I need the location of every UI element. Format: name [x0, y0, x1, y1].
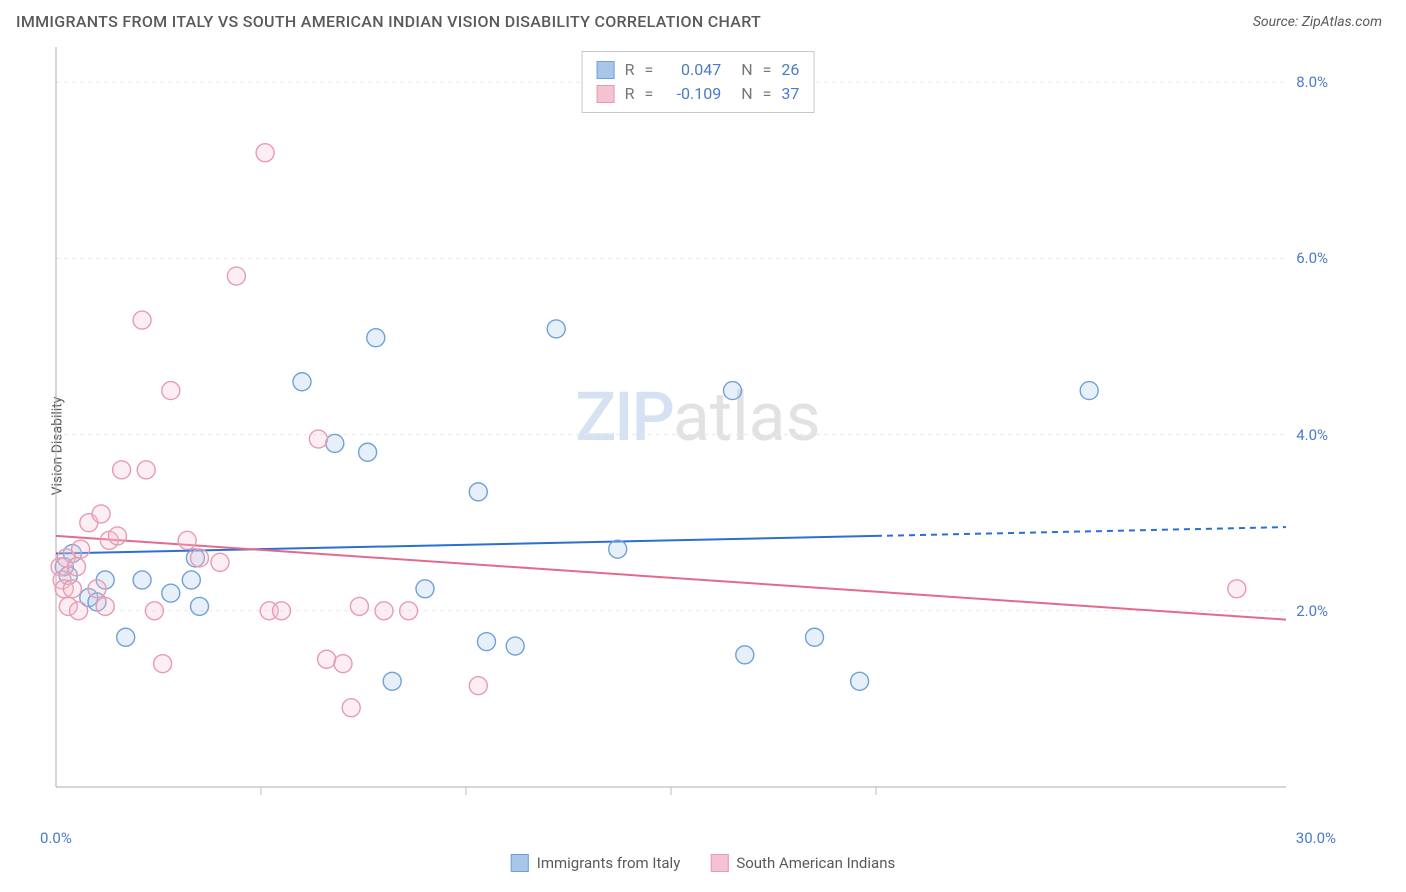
r-value-italy: 0.047	[663, 58, 721, 82]
eq: =	[644, 58, 653, 82]
n-label: N	[741, 58, 752, 82]
n-label: N	[741, 82, 752, 106]
source-label: Source:	[1253, 14, 1298, 30]
stat-legend: R = 0.047 N = 26 R = -0.109 N = 37	[582, 51, 815, 113]
y-tick-label: 6.0%	[1296, 249, 1328, 267]
x-tick-label: 0.0%	[40, 829, 72, 847]
source-name: ZipAtlas.com	[1302, 14, 1382, 30]
y-tick-label: 8.0%	[1296, 73, 1328, 91]
stat-row-sai: R = -0.109 N = 37	[597, 82, 800, 106]
swatch-italy	[597, 61, 615, 79]
scatter-plot	[50, 47, 1346, 817]
swatch-sai	[597, 85, 615, 103]
n-value-italy: 26	[781, 58, 799, 82]
swatch-sai	[710, 854, 728, 872]
x-tick-label: 30.0%	[1296, 829, 1336, 847]
r-label: R	[625, 58, 635, 82]
stat-row-italy: R = 0.047 N = 26	[597, 58, 800, 82]
source: Source: ZipAtlas.com	[1253, 14, 1382, 30]
legend-item-italy: Immigrants from Italy	[511, 854, 681, 872]
legend-label-sai: South American Indians	[736, 854, 895, 872]
r-label: R	[625, 82, 635, 106]
y-tick-label: 4.0%	[1296, 426, 1328, 444]
chart-title: IMMIGRANTS FROM ITALY VS SOUTH AMERICAN …	[16, 12, 761, 31]
eq: =	[644, 82, 653, 106]
y-tick-label: 2.0%	[1296, 602, 1328, 620]
eq: =	[763, 58, 772, 82]
legend-item-sai: South American Indians	[710, 854, 895, 872]
r-value-sai: -0.109	[663, 82, 721, 106]
bottom-legend: Immigrants from Italy South American Ind…	[511, 854, 895, 872]
eq: =	[763, 82, 772, 106]
header: IMMIGRANTS FROM ITALY VS SOUTH AMERICAN …	[0, 0, 1406, 37]
chart-area: ZIPatlas R = 0.047 N = 26 R = -0.109 N =…	[50, 47, 1346, 817]
n-value-sai: 37	[781, 82, 799, 106]
legend-label-italy: Immigrants from Italy	[537, 854, 681, 872]
swatch-italy	[511, 854, 529, 872]
